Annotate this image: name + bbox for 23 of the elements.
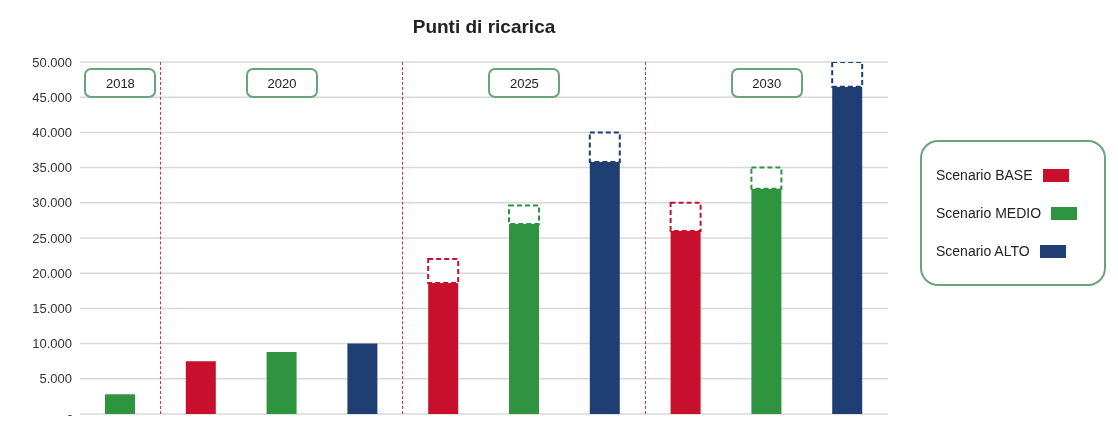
y-tick-label: 50.000: [32, 54, 72, 70]
annotation: 2020: [267, 75, 297, 91]
annotation: 2030: [752, 75, 782, 91]
y-tick-label: 30.000: [32, 195, 72, 211]
y-tick-label: 15.000: [32, 301, 72, 317]
y-tick-label: 5.000: [39, 371, 72, 387]
annotation: 2018: [105, 75, 135, 91]
y-tick-label: 10.000: [32, 336, 72, 352]
bar: [185, 361, 216, 414]
y-tick-label: 45.000: [32, 89, 72, 105]
y-tick-label: 35.000: [32, 160, 72, 176]
y-tick-label: 40.000: [32, 125, 72, 141]
legend-label: Scenario ALTO: [936, 243, 1030, 259]
bar: [105, 394, 135, 414]
y-tick-label: 20.000: [32, 265, 72, 281]
legend-label: Scenario BASE: [936, 167, 1033, 183]
y-tick-label: -: [67, 406, 72, 422]
y-tick-label: 25.000: [32, 230, 72, 246]
legend-label: Scenario MEDIO: [936, 205, 1042, 221]
annotation: 2025: [509, 75, 539, 91]
bar: [347, 343, 378, 414]
chart-title: Punti di ricarica: [411, 16, 557, 38]
bar: [266, 352, 297, 414]
